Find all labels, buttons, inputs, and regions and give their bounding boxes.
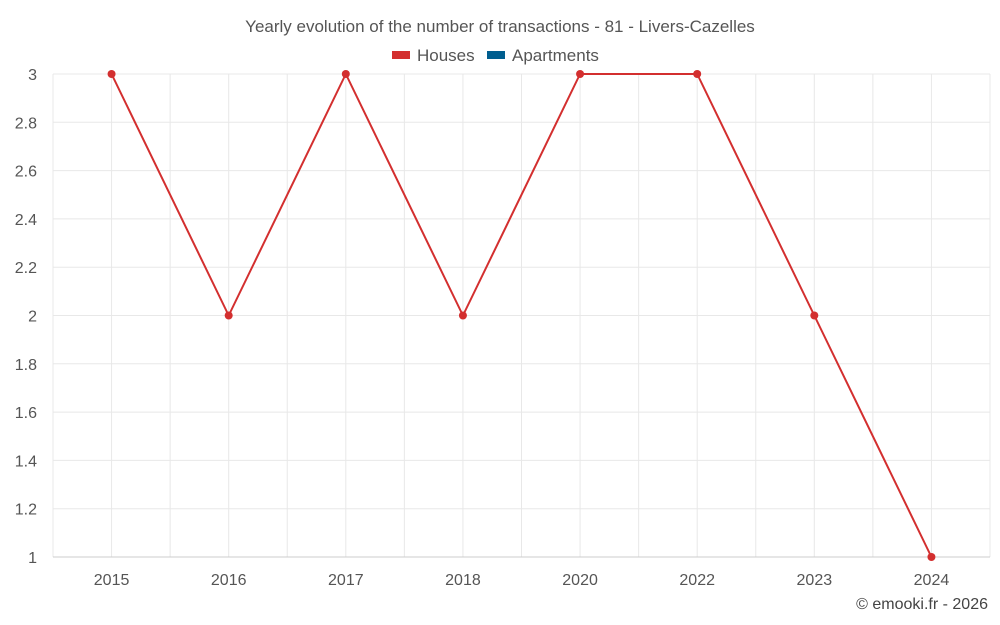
legend-swatch-apartments bbox=[487, 51, 505, 59]
data-point-houses-2016[interactable] bbox=[224, 311, 233, 320]
x-tick-label: 2015 bbox=[94, 572, 130, 589]
x-tick-label: 2022 bbox=[679, 572, 715, 589]
legend: Houses Apartments bbox=[392, 46, 599, 65]
credit-text: © emooki.fr - 2026 bbox=[856, 596, 988, 613]
legend-label-houses: Houses bbox=[417, 46, 475, 65]
x-tick-label: 2020 bbox=[562, 572, 598, 589]
y-tick-label: 1.2 bbox=[15, 502, 37, 519]
series-line-houses bbox=[110, 73, 933, 558]
y-tick-label: 2.2 bbox=[15, 260, 37, 277]
gridlines bbox=[52, 73, 991, 557]
legend-item-houses[interactable]: Houses bbox=[392, 46, 475, 65]
data-point-houses-2020[interactable] bbox=[576, 70, 585, 78]
x-tick-label: 2016 bbox=[211, 572, 247, 589]
x-tick-label: 2023 bbox=[797, 572, 833, 589]
y-tick-label: 1 bbox=[28, 550, 37, 567]
x-tick-label: 2017 bbox=[328, 572, 364, 589]
y-tick-label: 2.8 bbox=[15, 115, 37, 132]
y-tick-label: 1.6 bbox=[15, 405, 37, 422]
data-point-houses-2022[interactable] bbox=[693, 70, 702, 78]
y-tick-label: 2 bbox=[28, 309, 37, 326]
x-tick-label: 2018 bbox=[445, 572, 481, 589]
data-point-houses-2017[interactable] bbox=[341, 70, 350, 78]
data-point-houses-2023[interactable] bbox=[810, 311, 819, 320]
legend-swatch-houses bbox=[392, 51, 410, 59]
series bbox=[107, 70, 936, 561]
y-tick-label: 2.4 bbox=[15, 212, 37, 229]
chart-title: Yearly evolution of the number of transa… bbox=[245, 17, 755, 36]
y-tick-label: 2.6 bbox=[15, 164, 37, 181]
y-tick-label: 3 bbox=[28, 67, 37, 84]
y-axis-ticks: 1 1.2 1.4 1.6 1.8 2 2.2 2.4 2.6 2.8 3 bbox=[15, 67, 37, 567]
y-tick-label: 1.8 bbox=[15, 357, 37, 374]
x-axis-ticks: 2015 2016 2017 2018 2020 2022 2023 2024 bbox=[94, 572, 950, 589]
y-tick-label: 1.4 bbox=[15, 453, 37, 470]
legend-label-apartments: Apartments bbox=[512, 46, 599, 65]
legend-item-apartments[interactable]: Apartments bbox=[487, 46, 599, 65]
series-houses bbox=[107, 70, 936, 561]
data-point-houses-2015[interactable] bbox=[107, 70, 116, 78]
data-point-houses-2018[interactable] bbox=[458, 311, 467, 320]
data-point-houses-2024[interactable] bbox=[927, 553, 936, 561]
x-tick-label: 2024 bbox=[914, 572, 950, 589]
